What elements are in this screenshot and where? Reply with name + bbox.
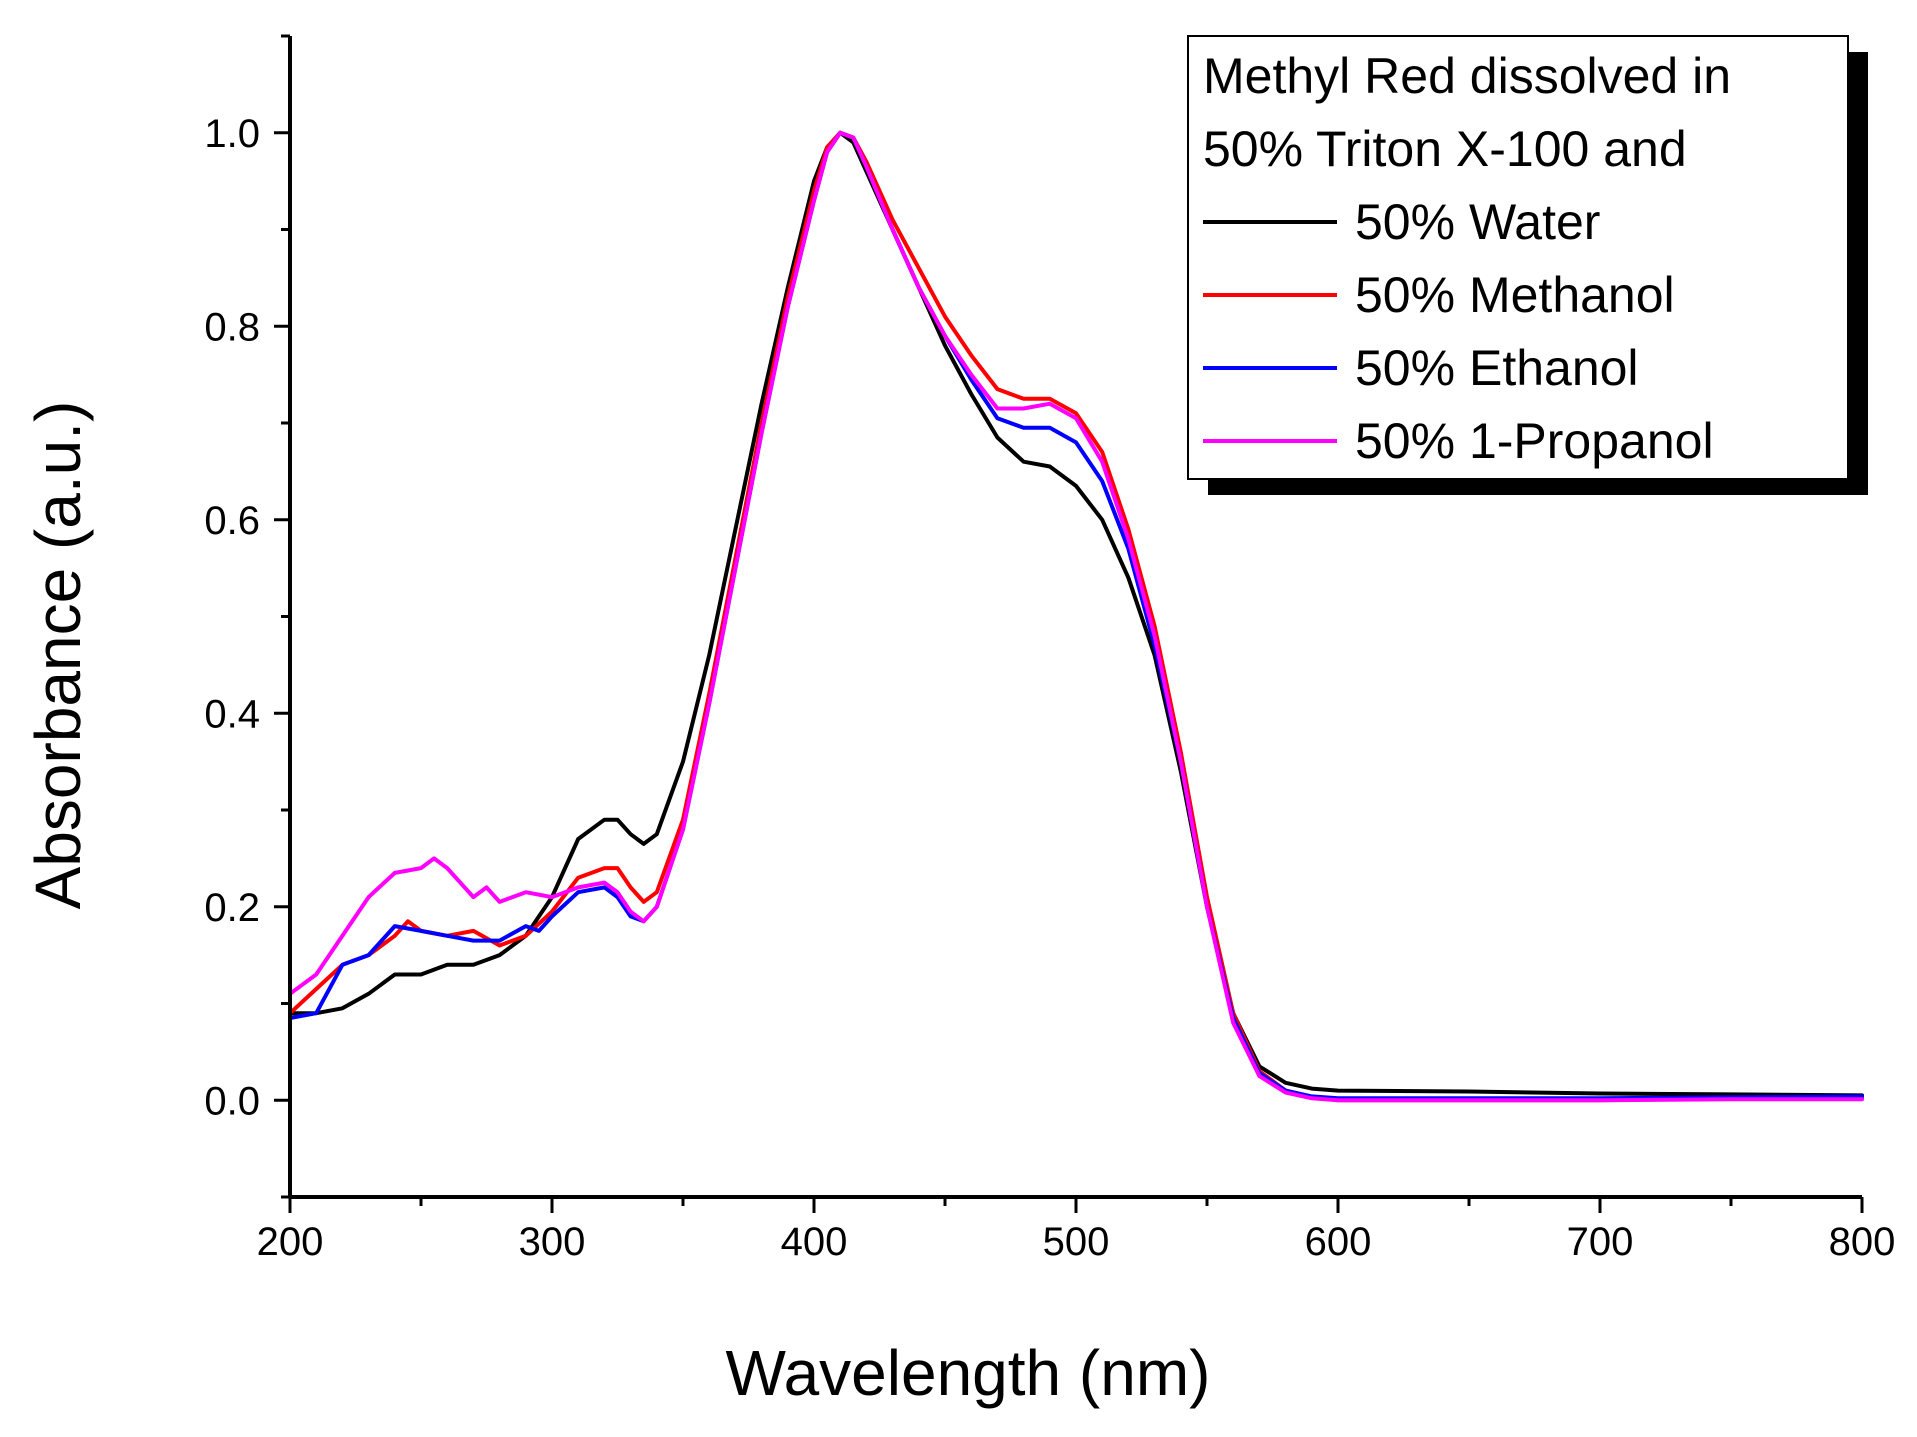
x-axis-ticks: 200 300 400 500 600 700 800 xyxy=(257,1197,1896,1264)
y-axis-ticks: 0.0 0.2 0.4 0.6 0.8 1.0 xyxy=(204,34,290,1199)
series-layer xyxy=(288,130,1864,1103)
legend-label-3: 50% 1-Propanol xyxy=(1355,413,1714,469)
x-tick-label: 400 xyxy=(781,1220,848,1264)
legend-title-line-2: 50% Triton X-100 and xyxy=(1203,121,1687,177)
y-axis-title: Absorbance (a.u.) xyxy=(22,401,94,910)
series-line-3 xyxy=(288,130,1864,1103)
x-tick-label: 500 xyxy=(1043,1220,1110,1264)
legend: Methyl Red dissolved in 50% Triton X-100… xyxy=(1187,35,1868,495)
x-tick-label: 700 xyxy=(1567,1220,1634,1264)
x-tick-label: 800 xyxy=(1829,1220,1896,1264)
y-tick-label: 0.0 xyxy=(204,1079,260,1123)
y-tick-label: 1.0 xyxy=(204,112,260,156)
x-tick-label: 300 xyxy=(519,1220,586,1264)
legend-label-2: 50% Ethanol xyxy=(1355,340,1639,396)
x-tick-label: 200 xyxy=(257,1220,324,1264)
y-tick-label: 0.8 xyxy=(204,305,260,349)
legend-box xyxy=(1187,35,1849,480)
legend-label-1: 50% Methanol xyxy=(1355,267,1675,323)
legend-label-0: 50% Water xyxy=(1355,194,1600,250)
y-tick-label: 0.6 xyxy=(204,499,260,543)
y-tick-label: 0.4 xyxy=(204,692,260,736)
y-tick-label: 0.2 xyxy=(204,886,260,930)
x-axis-title: Wavelength (nm) xyxy=(726,1337,1211,1409)
legend-title-line-1: Methyl Red dissolved in xyxy=(1203,48,1731,104)
x-tick-label: 600 xyxy=(1305,1220,1372,1264)
